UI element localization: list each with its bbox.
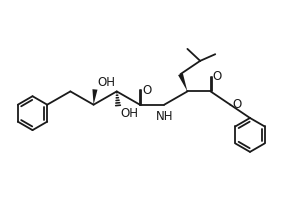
Text: NH: NH (155, 110, 173, 123)
Text: OH: OH (120, 107, 138, 120)
Text: O: O (213, 70, 222, 83)
Text: O: O (232, 98, 241, 111)
Polygon shape (178, 73, 187, 91)
Polygon shape (93, 89, 97, 105)
Text: O: O (142, 84, 151, 97)
Text: OH: OH (97, 76, 115, 89)
